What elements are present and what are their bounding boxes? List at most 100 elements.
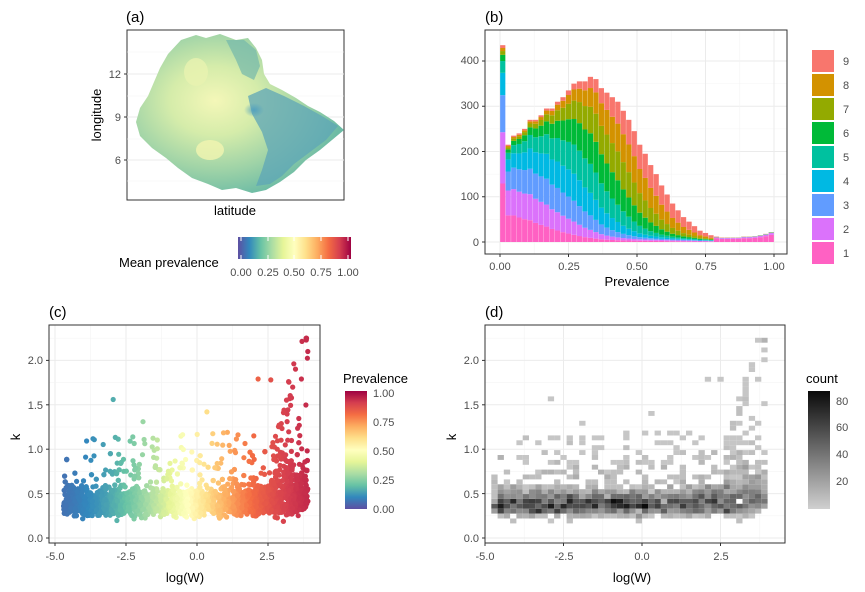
data-point [284, 458, 290, 464]
data-point [80, 478, 87, 484]
bar-segment-3 [642, 237, 648, 240]
panel-a-tag: (a) [126, 9, 144, 26]
bar-segment-8 [648, 187, 654, 208]
bar-segment-5 [631, 221, 637, 232]
bar-segment-2 [653, 239, 659, 241]
bar-segment-5 [522, 141, 528, 153]
bar-segment-4 [560, 165, 566, 193]
bar-segment-8 [565, 95, 572, 104]
bar-segment-7 [620, 162, 626, 190]
data-point [184, 482, 190, 488]
data-point [296, 461, 302, 467]
bar-segment-5 [505, 152, 511, 160]
data-point [248, 475, 254, 481]
bar-segment-4 [582, 187, 588, 212]
bar-segment-2 [680, 240, 687, 242]
colorbar-c: Prevalence 1.00 0.75 0.50 0.25 0.00 [343, 371, 408, 516]
colorbar-a-tick: 0.50 [283, 267, 304, 279]
bar-segment-3 [527, 168, 533, 195]
data-point [284, 419, 290, 425]
bar-segment-7 [582, 106, 588, 130]
bar-segment-3 [516, 169, 522, 192]
bar-segment-3 [664, 239, 670, 241]
bin-cell [723, 469, 730, 475]
data-point [288, 437, 295, 444]
bar-segment-6 [533, 128, 539, 138]
data-point [302, 481, 309, 487]
bar-segment-3 [637, 237, 643, 240]
panel-d: (d) -5.0 -2.5 0.0 2.5 0.0 0.5 1.0 1.5 2.… [444, 304, 848, 585]
bar-segment-6 [543, 121, 550, 135]
data-point [256, 511, 262, 517]
data-point [154, 506, 160, 512]
data-point [298, 481, 304, 487]
data-point [238, 512, 244, 519]
bar-segment-9 [538, 115, 544, 118]
bar-segment-2 [522, 193, 528, 220]
data-point [297, 495, 303, 501]
data-point [204, 409, 210, 415]
bar-segment-7 [511, 138, 517, 141]
bar-segment-3 [571, 200, 577, 222]
data-point [293, 481, 299, 487]
data-point [291, 361, 297, 367]
bar-segment-7 [609, 143, 615, 173]
data-point [154, 446, 160, 452]
data-point [233, 477, 239, 483]
bar-segment-6 [549, 123, 555, 139]
data-point [109, 469, 115, 475]
bar-segment-6 [522, 135, 528, 142]
data-point [299, 338, 305, 344]
bar-segment-6 [576, 123, 583, 151]
bar-segment-4 [587, 192, 594, 216]
data-point [164, 476, 170, 482]
data-point [167, 491, 173, 497]
bar-segment-8 [659, 204, 665, 220]
bar-segment-7 [538, 120, 544, 126]
bar-segment-4 [680, 239, 687, 240]
data-point [154, 437, 160, 443]
bar-segment-1 [735, 238, 741, 242]
bar-segment-9 [604, 92, 610, 110]
data-point [209, 440, 215, 446]
bar-segment-8 [549, 110, 555, 116]
data-point [262, 501, 269, 507]
data-point [273, 508, 279, 515]
data-point [157, 467, 163, 473]
panel-c: (c) -5.0 -2.5 0.0 2.5 0.0 0.5 1.0 1.5 2.… [8, 304, 408, 585]
bar-segment-7 [576, 102, 583, 124]
bar-segment-1 [511, 215, 517, 242]
bar-segment-2 [511, 189, 517, 216]
data-point [217, 507, 223, 513]
bar-segment-3 [680, 239, 687, 241]
bar-segment-8 [686, 229, 692, 235]
bar-segment-1 [637, 240, 643, 242]
bin-cell [654, 508, 661, 514]
data-point [262, 449, 268, 455]
bar-segment-1 [763, 236, 769, 242]
bar-segment-4 [604, 213, 610, 228]
data-point [74, 489, 80, 495]
bar-segment-7 [691, 236, 698, 238]
data-point [203, 492, 209, 498]
data-point [115, 477, 121, 483]
bar-segment-7 [516, 136, 522, 139]
bar-segment-8 [697, 235, 703, 238]
bar-segment-1 [527, 220, 533, 242]
bar-segment-2 [719, 238, 725, 239]
bar-segment-2 [505, 190, 511, 216]
data-point [91, 453, 97, 459]
data-point [142, 488, 148, 494]
data-point [189, 505, 195, 511]
data-point [288, 402, 294, 408]
bar-segment-1 [576, 236, 583, 242]
bar-segment-3 [620, 233, 626, 239]
bar-segment-9 [637, 144, 643, 170]
bar-segment-6 [615, 180, 621, 205]
bar-segment-9 [500, 45, 506, 48]
bar-segment-3 [593, 219, 599, 233]
bar-segment-1 [757, 237, 763, 242]
data-point [246, 492, 252, 498]
data-point [246, 481, 252, 487]
